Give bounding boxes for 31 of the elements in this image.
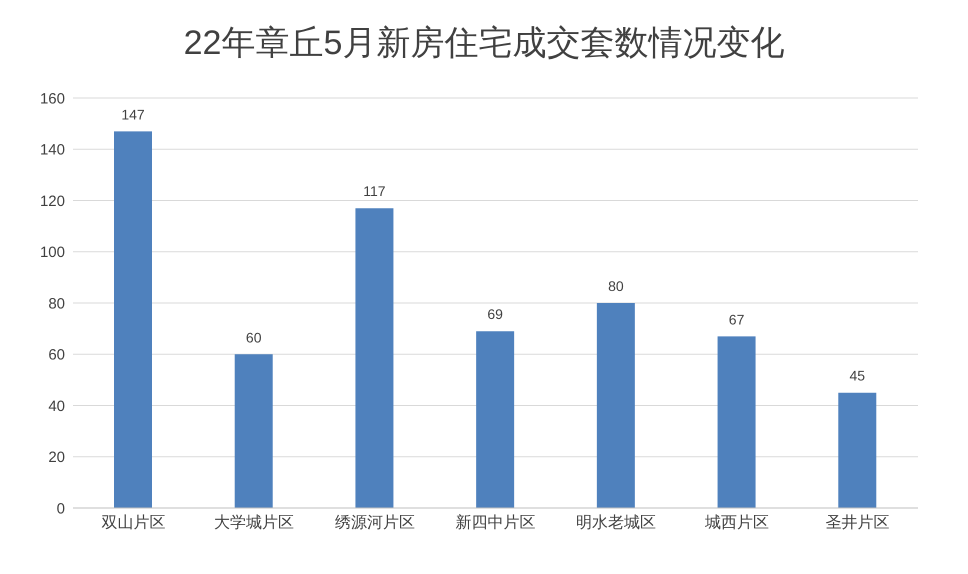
data-label: 69	[487, 306, 504, 322]
x-tick-label: 绣源河片区	[334, 513, 415, 532]
x-tick-label: 大学城片区	[214, 513, 294, 532]
y-tick-label: 80	[48, 295, 65, 312]
bar	[596, 303, 635, 508]
y-tick-label: 20	[48, 449, 65, 466]
x-tick-label: 明水老城区	[576, 513, 656, 532]
x-tick-label: 城西片区	[704, 513, 769, 532]
bar	[476, 331, 514, 508]
y-tick-label: 160	[40, 90, 65, 108]
data-label: 117	[363, 183, 386, 200]
y-tick-label: 0	[56, 500, 65, 518]
y-tick-label: 40	[48, 398, 65, 415]
data-label: 67	[728, 311, 745, 328]
y-tick-label: 100	[40, 244, 65, 262]
data-label: 45	[849, 368, 866, 384]
bar	[718, 336, 756, 508]
y-tick-label: 140	[40, 142, 65, 159]
bar	[355, 208, 394, 508]
y-tick-label: 120	[40, 192, 65, 210]
x-tick-label: 圣井片区	[826, 513, 890, 532]
x-tick-label: 双山片区	[101, 513, 166, 532]
chart-title: 22年章丘5月新房住宅成交套数情况变化	[182, 23, 786, 64]
bar	[234, 354, 273, 508]
data-label: 147	[121, 106, 145, 122]
bar	[838, 392, 876, 508]
data-label: 80	[608, 278, 624, 294]
bar	[114, 131, 152, 508]
data-label: 60	[246, 329, 262, 346]
x-tick-label: 新四中片区	[456, 513, 536, 532]
y-tick-label: 60	[48, 346, 65, 364]
